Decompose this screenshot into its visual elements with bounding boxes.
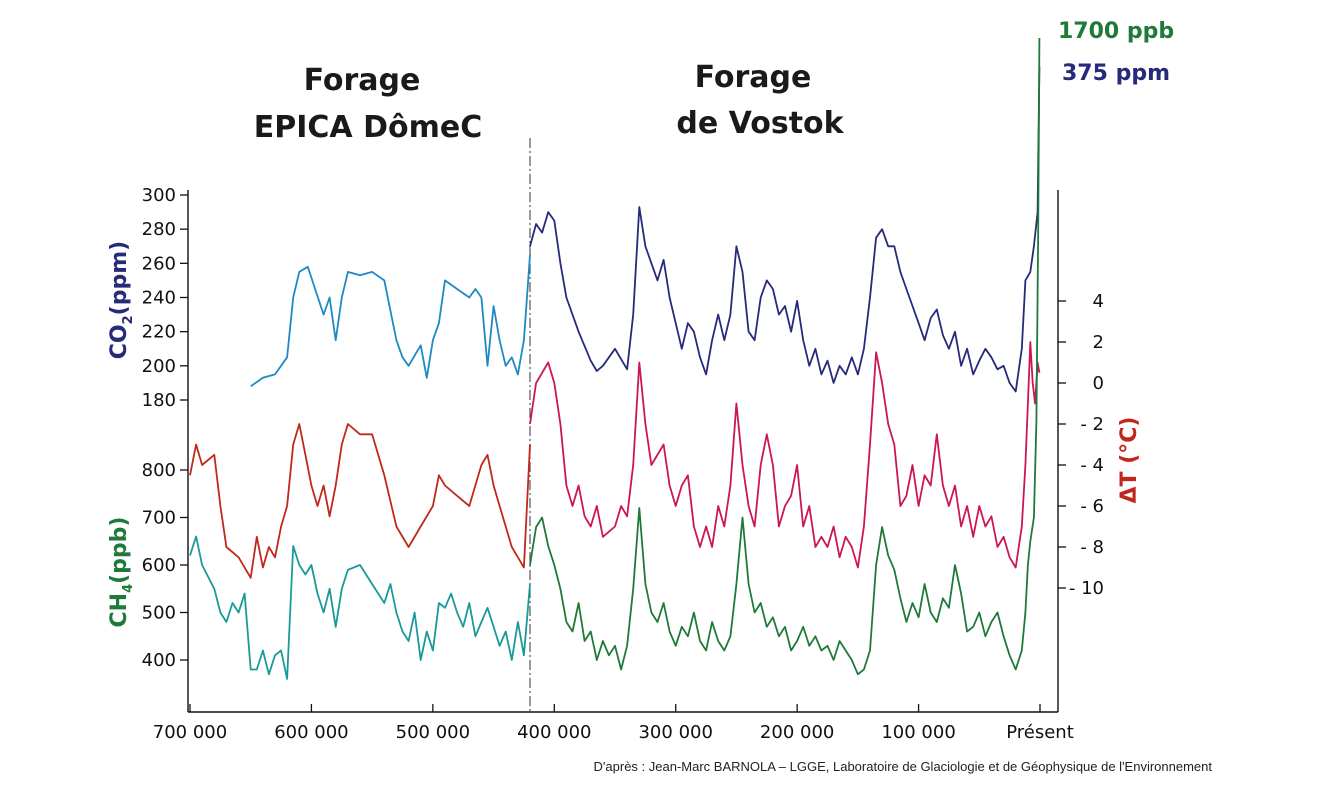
co2-label-main: CO	[107, 324, 132, 359]
ch4-tick-label: 600	[142, 555, 176, 576]
x-tick-label: 400 000	[517, 722, 591, 743]
temp-tick-label: - 10	[1069, 578, 1104, 599]
ch4-axis-label: CH4(ppb)	[107, 517, 136, 628]
ch4-tick-label: 400	[142, 650, 176, 671]
co2-tick-label: 220	[142, 322, 176, 343]
series-line-ch4_epica	[189, 535, 531, 680]
series-line-co2_epica	[250, 254, 531, 388]
vostok-title-line2: de Vostok	[676, 106, 844, 141]
series-line-temp_vostok	[529, 341, 1041, 569]
temp-tick-label: 4	[1093, 291, 1104, 312]
co2-axis-label: CO2(ppm)	[107, 241, 136, 359]
temp-tick-label: - 6	[1080, 496, 1104, 517]
co2-label-unit: (ppm)	[107, 241, 132, 316]
temp-axis-label: ΔT (°C)	[1117, 417, 1142, 504]
credit-text: D'après : Jean-Marc BARNOLA – LGGE, Labo…	[594, 759, 1213, 774]
x-axis-ticks: 700 000 600 000 500 000 400 000 300 000 200 0…	[153, 704, 1074, 743]
epica-title-line1: Forage	[304, 63, 421, 98]
x-tick-label: 300 000	[638, 722, 712, 743]
ch4-tick-label: 500	[142, 603, 176, 624]
temp-tick-label: 2	[1093, 332, 1104, 353]
series-line-co2_vostok	[529, 66, 1041, 393]
co2-tick-label: 260	[142, 253, 176, 274]
ch4-tick-label: 800	[142, 460, 176, 481]
ch4-tick-label: 700	[142, 508, 176, 529]
x-tick-label: 700 000	[153, 722, 227, 743]
co2-tick-label: 200	[142, 356, 176, 377]
co2-axis-ticks: 300 280 260 240 220 200 180	[142, 185, 188, 411]
series-lines	[189, 37, 1041, 680]
x-tick-label: 500 000	[396, 722, 470, 743]
co2-tick-label: 240	[142, 288, 176, 309]
epica-title-line2: EPICA DômeC	[254, 110, 482, 145]
series-line-temp_epica	[189, 423, 531, 579]
vostok-title-line1: Forage	[695, 60, 812, 95]
ch4-label-main: CH	[107, 593, 132, 628]
temp-tick-label: - 4	[1080, 455, 1104, 476]
series-line-ch4_vostok	[529, 37, 1041, 676]
co2-label-sub: 2	[121, 315, 136, 324]
temp-tick-label: - 2	[1080, 414, 1104, 435]
temp-tick-label: 0	[1093, 373, 1104, 394]
ch4-peak-label: 1700 ppb	[1058, 19, 1174, 44]
x-tick-label: 600 000	[274, 722, 348, 743]
ch4-axis-ticks: 800 700 600 500 400	[142, 460, 188, 671]
temp-axis-ticks: 4 2 0 - 2 - 4 - 6 - 8 - 10	[1058, 291, 1104, 599]
co2-tick-label: 300	[142, 185, 176, 206]
temp-tick-label: - 8	[1080, 537, 1104, 558]
co2-tick-label: 280	[142, 219, 176, 240]
x-tick-label: Présent	[1006, 722, 1074, 743]
x-tick-label: 100 000	[881, 722, 955, 743]
ch4-label-sub: 4	[121, 584, 136, 593]
ch4-label-unit: (ppb)	[107, 517, 132, 584]
co2-peak-label: 375 ppm	[1062, 61, 1170, 86]
co2-tick-label: 180	[142, 390, 176, 411]
x-tick-label: 200 000	[760, 722, 834, 743]
